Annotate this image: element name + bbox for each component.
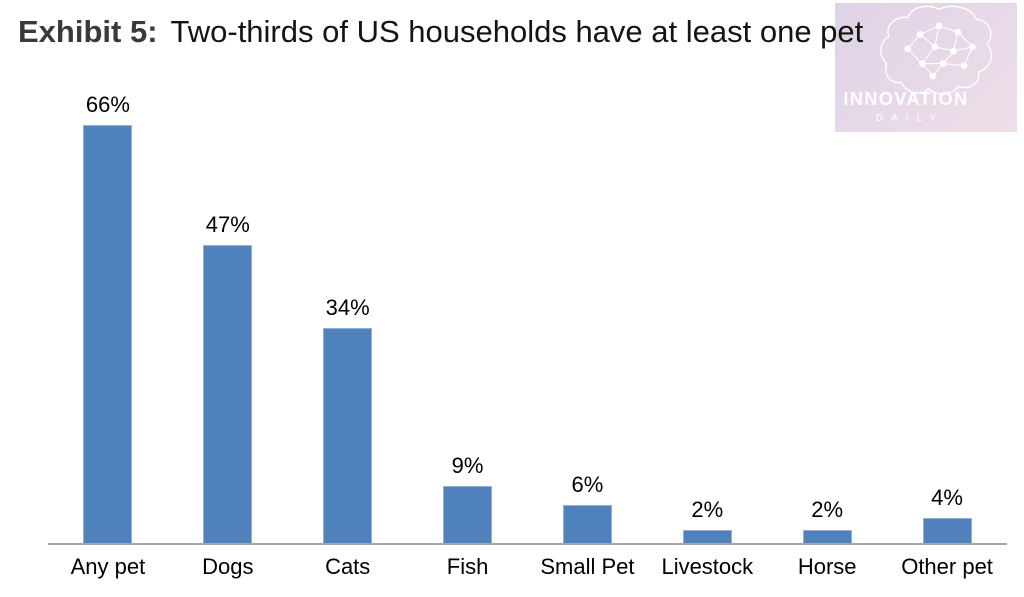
bar-value-label: 34%: [325, 295, 370, 320]
bar: [802, 530, 852, 543]
logo-name: INNOVATION: [843, 89, 969, 109]
bar-slot: 9%: [408, 80, 528, 543]
bar: [83, 125, 133, 543]
bar: [682, 530, 732, 543]
chart-title: Two-thirds of US households have at leas…: [170, 14, 864, 49]
category-label: Horse: [797, 554, 857, 579]
bar-slot: 2%: [647, 80, 767, 543]
category-label: Small Pet: [540, 554, 635, 579]
bar-chart: 66% 47% 34% 9% 6% 2% 2% 4%: [48, 80, 1007, 545]
bar-slot: 4%: [887, 80, 1007, 543]
bar-value-label: 6%: [571, 472, 604, 497]
category-label: Dogs: [202, 554, 254, 579]
bar-value-label: 47%: [205, 212, 250, 237]
bar-value-label: 2%: [811, 497, 844, 522]
bar: [203, 245, 253, 543]
category-label: Livestock: [661, 554, 754, 579]
category-label: Other pet: [901, 554, 993, 579]
exhibit-label: Exhibit 5:: [18, 14, 158, 49]
category-label: Fish: [446, 554, 489, 579]
bar: [922, 518, 972, 543]
category-row: Any pet Dogs Cats Fish Small Pet Livestock Hor…: [48, 554, 1007, 580]
bar: [443, 486, 493, 543]
bar-value-label: 9%: [451, 453, 484, 478]
brain-network-icon: [880, 5, 993, 95]
logo-text: INNOVATION DAILY: [839, 89, 973, 124]
category-label: Cats: [325, 554, 371, 579]
bar-slot: 6%: [528, 80, 648, 543]
bar-slot: 2%: [767, 80, 887, 543]
bar-slot: 47%: [168, 80, 288, 543]
bar: [323, 328, 373, 543]
bar-slot: 66%: [48, 80, 168, 543]
page-title: Exhibit 5: Two-thirds of US households ha…: [18, 14, 863, 50]
bar-value-label: 4%: [931, 485, 963, 510]
bar-value-label: 2%: [691, 497, 724, 522]
bar-slot: 34%: [288, 80, 408, 543]
innovation-daily-logo: INNOVATION DAILY: [835, 3, 1017, 132]
bar-value-label: 66%: [85, 92, 130, 117]
category-label: Any pet: [70, 554, 146, 579]
bar: [562, 505, 612, 543]
logo-subtitle: DAILY: [875, 113, 945, 124]
